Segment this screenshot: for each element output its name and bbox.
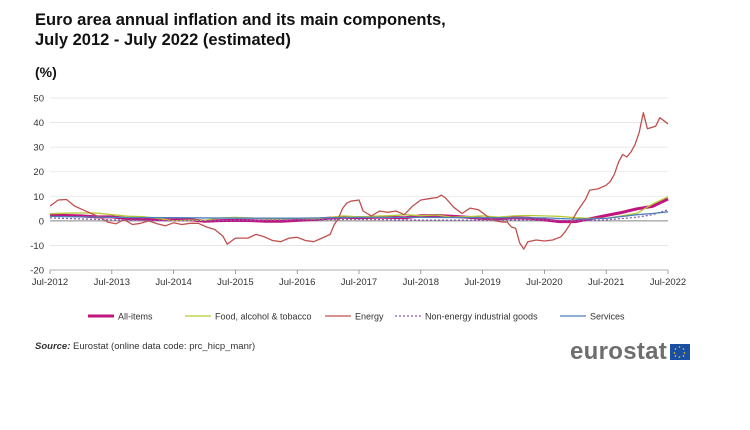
legend-label: All-items [118, 312, 153, 322]
unit-label: (%) [35, 64, 57, 80]
x-tick-label: Jul-2017 [341, 277, 377, 288]
x-tick-label: Jul-2013 [94, 277, 130, 288]
y-tick-label: 10 [33, 192, 44, 203]
x-tick-label: Jul-2022 [650, 277, 686, 288]
x-tick-label: Jul-2021 [588, 277, 624, 288]
x-tick-label: Jul-2015 [217, 277, 253, 288]
chart-title: Euro area annual inflation and its main … [35, 10, 446, 50]
chart-title-line-2: July 2012 - July 2022 (estimated) [35, 31, 291, 49]
legend-label: Services [590, 312, 625, 322]
source-note: Source: Eurostat (online data code: prc_… [35, 341, 255, 352]
x-tick-label: Jul-2012 [32, 277, 68, 288]
y-tick-label: -20 [30, 266, 44, 277]
logo-text: eurostat [570, 338, 668, 365]
y-tick-label: 50 [33, 94, 44, 105]
x-tick-label: Jul-2016 [279, 277, 315, 288]
x-tick-label: Jul-2020 [526, 277, 562, 288]
legend-label: Non-energy industrial goods [425, 312, 538, 322]
x-tick-label: Jul-2019 [464, 277, 500, 288]
series-line-non-energy [49, 209, 669, 222]
eurostat-logo: eurostat ★ ★ ★ ★ ★ ★ ★ ★ [570, 338, 691, 366]
chart-title-line-1: Euro area annual inflation and its main … [35, 11, 446, 29]
y-tick-label: 20 [33, 167, 44, 178]
y-tick-label: 40 [33, 118, 44, 129]
source-label: Source: [35, 341, 71, 352]
y-tick-label: -10 [30, 241, 44, 252]
legend-label: Energy [355, 312, 384, 322]
series-line-services [49, 211, 669, 220]
x-tick-label: Jul-2018 [403, 277, 439, 288]
y-tick-label: 0 [39, 216, 44, 227]
y-tick-label: 30 [33, 143, 44, 154]
series-line-energy [49, 112, 669, 250]
legend-label: Food, alcohol & tobacco [215, 312, 312, 322]
x-tick-label: Jul-2014 [155, 277, 191, 288]
eu-flag-icon: ★ ★ ★ ★ ★ ★ ★ ★ [670, 344, 691, 360]
source-text: Eurostat (online data code: prc_hicp_man… [70, 341, 256, 352]
